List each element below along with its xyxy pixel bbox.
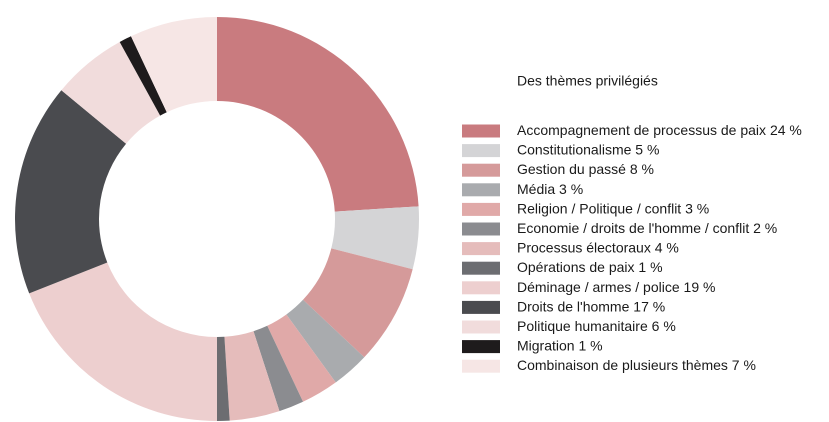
legend-value: 17 % [633, 298, 665, 314]
legend-label: Combinaison de plusieurs thèmes 7 % [517, 357, 756, 373]
legend-name: Accompagnement de processus de paix [517, 122, 766, 138]
legend-name: Migration [517, 337, 575, 353]
legend-label: Religion / Politique / conflit 3 % [517, 200, 709, 216]
legend-swatch [462, 359, 500, 373]
legend-label: Droits de l'homme 17 % [517, 298, 665, 314]
legend-swatch [462, 340, 500, 354]
legend-label: Opérations de paix 1 % [517, 259, 663, 275]
legend-swatch [462, 222, 500, 236]
legend-name: Combinaison de plusieurs thèmes [517, 357, 728, 373]
legend-label: Processus électoraux 4 % [517, 239, 679, 255]
legend-name: Processus électoraux [517, 239, 651, 255]
legend-name: Opérations de paix [517, 259, 635, 275]
donut-slice [224, 331, 280, 421]
legend-label: Déminage / armes / police 19 % [517, 279, 715, 295]
legend-swatch [462, 242, 500, 256]
legend-value: 24 % [770, 122, 802, 138]
legend-label: Constitutionalisme 5 % [517, 141, 659, 157]
donut-slice [119, 36, 167, 116]
legend-label: Média 3 % [517, 181, 583, 197]
legend-value: 3 % [559, 181, 583, 197]
donut-slice [303, 248, 413, 358]
donut-slice [253, 325, 304, 412]
donut-slice [61, 41, 161, 144]
donut-slice [29, 262, 217, 421]
legend-name: Déminage / armes / police [517, 279, 680, 295]
legend-swatch [462, 124, 500, 138]
legend-name: Economie / droits de l'homme / conflit [517, 220, 749, 236]
legend-value: 1 % [578, 337, 602, 353]
legend-value: 6 % [652, 318, 676, 334]
legend-swatch [462, 202, 500, 216]
legend-label: Gestion du passé 8 % [517, 161, 654, 177]
legend-value: 1 % [638, 259, 662, 275]
donut-slice [267, 314, 336, 402]
donut-slice [130, 17, 217, 113]
donut-slice [217, 336, 230, 421]
legend-name: Gestion du passé [517, 161, 626, 177]
chart-title: Des thèmes privilégiés [517, 73, 658, 89]
legend-swatch [462, 144, 500, 158]
legend-value: 3 % [685, 200, 709, 216]
legend-value: 2 % [753, 220, 777, 236]
donut-slice [217, 17, 419, 212]
legend-label: Economie / droits de l'homme / conflit 2… [517, 220, 777, 236]
donut-slice [15, 90, 127, 294]
legend-label: Accompagnement de processus de paix 24 % [517, 122, 802, 138]
legend-value: 19 % [684, 279, 716, 295]
donut-slice [286, 299, 365, 383]
legend-name: Religion / Politique / conflit [517, 200, 681, 216]
legend-swatch [462, 183, 500, 197]
legend-name: Politique humanitaire [517, 318, 648, 334]
legend-name: Droits de l'homme [517, 298, 630, 314]
legend-swatch [462, 261, 500, 275]
legend-swatch [462, 163, 500, 177]
legend-label: Politique humanitaire 6 % [517, 318, 676, 334]
legend-swatch [462, 300, 500, 314]
donut-slice [331, 206, 419, 270]
legend-swatch [462, 320, 500, 334]
legend-value: 4 % [655, 239, 679, 255]
legend-value: 7 % [732, 357, 756, 373]
legend-swatch [462, 281, 500, 295]
legend-label: Migration 1 % [517, 337, 603, 353]
legend-value: 5 % [635, 141, 659, 157]
legend-value: 8 % [630, 161, 654, 177]
legend-name: Média [517, 181, 555, 197]
legend-name: Constitutionalisme [517, 141, 632, 157]
